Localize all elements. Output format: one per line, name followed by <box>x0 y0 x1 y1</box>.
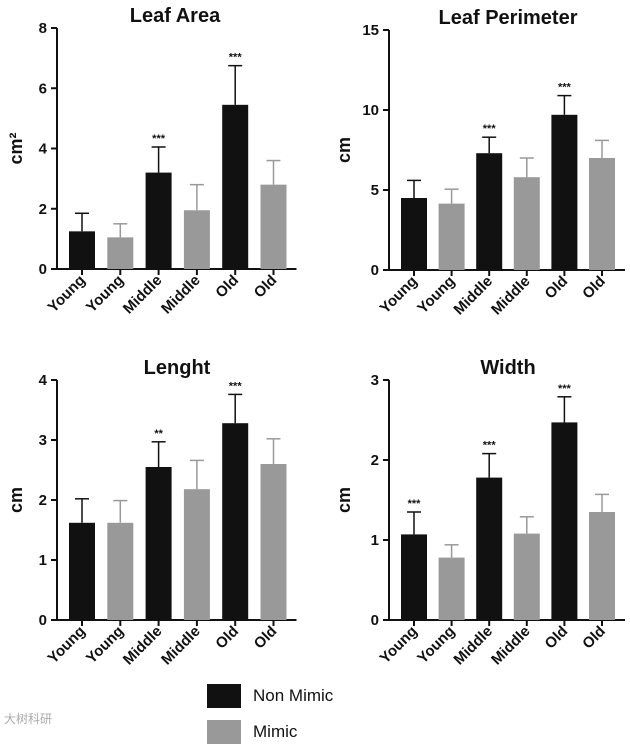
y-tick-label: 1 <box>39 552 47 569</box>
y-tick-label: 2 <box>371 452 379 469</box>
significance-label: *** <box>408 498 422 510</box>
significance-label: *** <box>229 380 243 392</box>
y-tick-label: 6 <box>39 80 47 97</box>
category-label: Old <box>251 272 281 302</box>
bar <box>69 231 95 269</box>
bar <box>183 210 210 269</box>
bar <box>183 489 210 620</box>
category-label: Middle <box>450 623 496 669</box>
panel-title: Leaf Perimeter <box>439 7 578 29</box>
category-label: Middle <box>488 623 534 669</box>
category-label: Young <box>377 623 421 667</box>
y-tick-label: 15 <box>362 22 379 39</box>
bar <box>589 158 615 270</box>
category-label: Old <box>212 623 242 653</box>
y-axis-label: cm <box>334 137 354 163</box>
significance-label: ** <box>154 428 163 440</box>
y-tick-label: 0 <box>371 262 379 279</box>
y-tick-label: 0 <box>39 612 47 629</box>
y-tick-label: 2 <box>39 492 47 509</box>
y-axis-label: cm <box>6 487 26 513</box>
bar <box>551 114 578 270</box>
bar <box>260 184 287 269</box>
panel-title: Width <box>480 357 535 379</box>
bar <box>438 203 465 270</box>
y-tick-label: 0 <box>39 261 47 278</box>
bar <box>513 177 540 270</box>
legend-item-non-mimic: Non Mimic <box>207 678 333 714</box>
significance-label: *** <box>483 440 497 452</box>
legend-item-mimic: Mimic <box>207 714 333 750</box>
y-axis-label: cm <box>334 487 354 513</box>
category-label: Middle <box>120 623 166 669</box>
category-label: Middle <box>450 273 496 319</box>
bar <box>69 522 95 620</box>
bar <box>222 423 249 620</box>
legend-label-non-mimic: Non Mimic <box>253 686 334 705</box>
category-label: Middle <box>158 623 204 669</box>
category-label: Old <box>542 273 572 303</box>
bar <box>401 198 427 270</box>
legend-label-mimic: Mimic <box>253 722 298 741</box>
y-tick-label: 8 <box>39 20 47 37</box>
category-label: Middle <box>120 272 166 318</box>
panel-title: Leaf Area <box>130 5 221 27</box>
y-tick-label: 5 <box>371 182 379 199</box>
y-tick-label: 4 <box>39 372 48 389</box>
y-tick-label: 3 <box>371 372 379 389</box>
y-axis-label: cm² <box>6 132 26 164</box>
category-label: Old <box>212 272 242 302</box>
category-label: Young <box>83 623 127 667</box>
bar <box>401 534 427 620</box>
y-tick-label: 4 <box>39 141 48 158</box>
bar <box>107 522 134 620</box>
significance-label: *** <box>229 52 243 64</box>
category-label: Old <box>251 623 281 653</box>
significance-label: *** <box>558 82 572 94</box>
legend: Non Mimic Mimic <box>207 678 333 750</box>
bar <box>589 512 615 620</box>
y-tick-label: 0 <box>371 612 379 629</box>
bar <box>438 557 465 620</box>
significance-label: *** <box>483 123 497 135</box>
category-label: Young <box>414 623 458 667</box>
bar <box>107 237 134 269</box>
y-tick-label: 3 <box>39 432 47 449</box>
category-label: Young <box>377 273 421 317</box>
category-label: Old <box>579 623 609 653</box>
legend-swatch-mimic <box>207 720 241 744</box>
significance-label: *** <box>558 383 572 395</box>
bar <box>260 464 287 620</box>
panel-title: Lenght <box>144 357 211 379</box>
category-label: Middle <box>158 272 204 318</box>
bar <box>145 467 172 620</box>
y-tick-label: 1 <box>371 532 379 549</box>
y-tick-label: 2 <box>39 201 47 218</box>
category-label: Old <box>579 273 609 303</box>
category-label: Old <box>542 623 572 653</box>
category-label: Young <box>45 272 89 316</box>
bar <box>476 477 503 620</box>
bar <box>476 153 503 270</box>
y-tick-label: 10 <box>362 102 379 119</box>
bar <box>222 104 249 269</box>
category-label: Young <box>83 272 127 316</box>
bar <box>145 172 172 269</box>
watermark: 大树科研 <box>4 712 53 726</box>
category-label: Young <box>45 623 89 667</box>
bar <box>551 422 578 620</box>
category-label: Middle <box>488 273 534 319</box>
significance-label: *** <box>152 133 166 145</box>
legend-swatch-non-mimic <box>207 684 241 708</box>
category-label: Young <box>414 273 458 317</box>
bar <box>513 533 540 620</box>
